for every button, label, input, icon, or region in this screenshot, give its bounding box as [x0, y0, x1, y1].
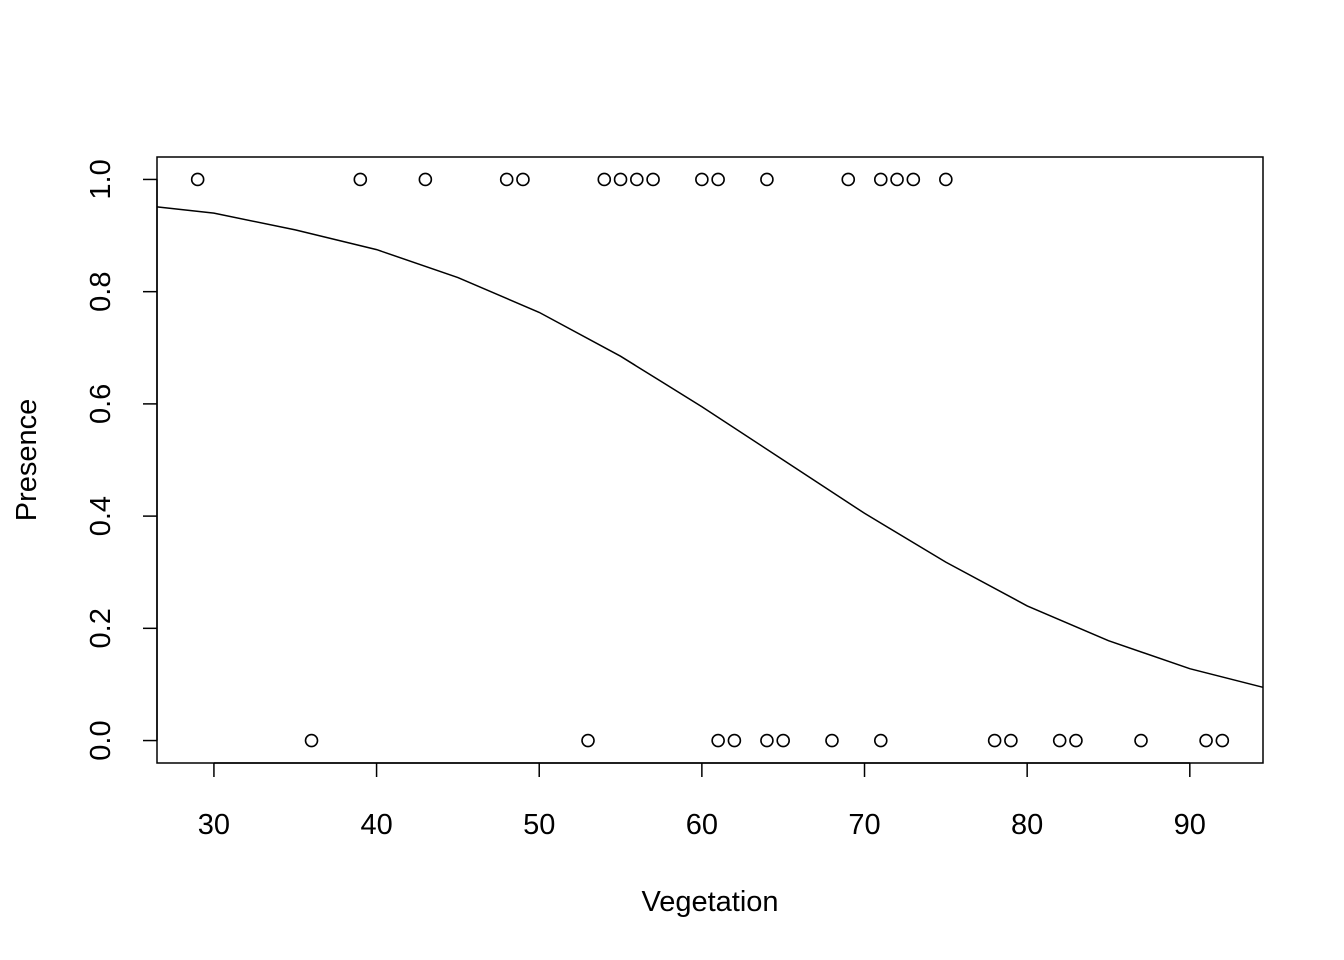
- data-point: [711, 733, 725, 748]
- data-point: [499, 172, 514, 187]
- y-tick-label: 0.2: [85, 608, 117, 648]
- data-point: [1215, 733, 1230, 748]
- data-point: [630, 172, 644, 187]
- data-point: [353, 172, 368, 187]
- data-point: [873, 172, 888, 187]
- y-axis: 0.0 0.2 0.4 0.6 0.8 1.0: [85, 159, 158, 761]
- data-point: [304, 733, 319, 748]
- x-tick-label: 40: [360, 809, 392, 841]
- data-point: [906, 172, 921, 187]
- x-tick-label: 50: [523, 809, 555, 841]
- data-point: [873, 733, 888, 748]
- data-point: [890, 172, 904, 187]
- fitted-curve-layer: [156, 206, 1264, 689]
- data-point: [613, 172, 628, 187]
- data-point: [516, 172, 530, 187]
- y-tick-label: 0.4: [85, 496, 117, 536]
- data-point: [776, 733, 790, 748]
- y-tick-label: 0.6: [85, 384, 117, 424]
- x-tick-label: 90: [1174, 809, 1206, 841]
- data-point: [760, 172, 774, 187]
- x-tick-label: 60: [686, 809, 718, 841]
- x-tick-label: 80: [1011, 809, 1043, 841]
- data-point: [711, 172, 725, 187]
- data-point: [190, 172, 205, 187]
- data-point: [1004, 733, 1018, 748]
- data-point: [841, 172, 856, 187]
- y-tick-label: 0.8: [85, 272, 117, 312]
- points-layer: [190, 172, 1230, 748]
- x-tick-label: 30: [198, 809, 230, 841]
- data-point: [1069, 733, 1083, 748]
- x-tick-label: 70: [848, 809, 880, 841]
- data-point: [581, 733, 595, 748]
- data-point: [597, 172, 612, 187]
- plot-frame: [156, 156, 1264, 764]
- data-point: [646, 172, 660, 187]
- y-axis-title: Presence: [11, 399, 43, 522]
- y-tick-label: 0.0: [85, 720, 117, 760]
- data-point: [418, 172, 433, 187]
- y-tick-label: 1.0: [85, 159, 117, 199]
- data-point: [727, 733, 742, 748]
- data-point: [825, 733, 839, 748]
- x-axis: 30 40 50 60 70 80 90: [198, 762, 1206, 841]
- data-point: [760, 733, 774, 748]
- data-point: [1052, 733, 1067, 748]
- fitted-curve: [156, 206, 1264, 689]
- data-point: [1199, 733, 1213, 748]
- data-point: [1134, 733, 1148, 748]
- data-point: [939, 172, 953, 187]
- data-point: [987, 733, 1002, 748]
- data-point: [695, 172, 709, 187]
- x-axis-title: Vegetation: [641, 886, 778, 918]
